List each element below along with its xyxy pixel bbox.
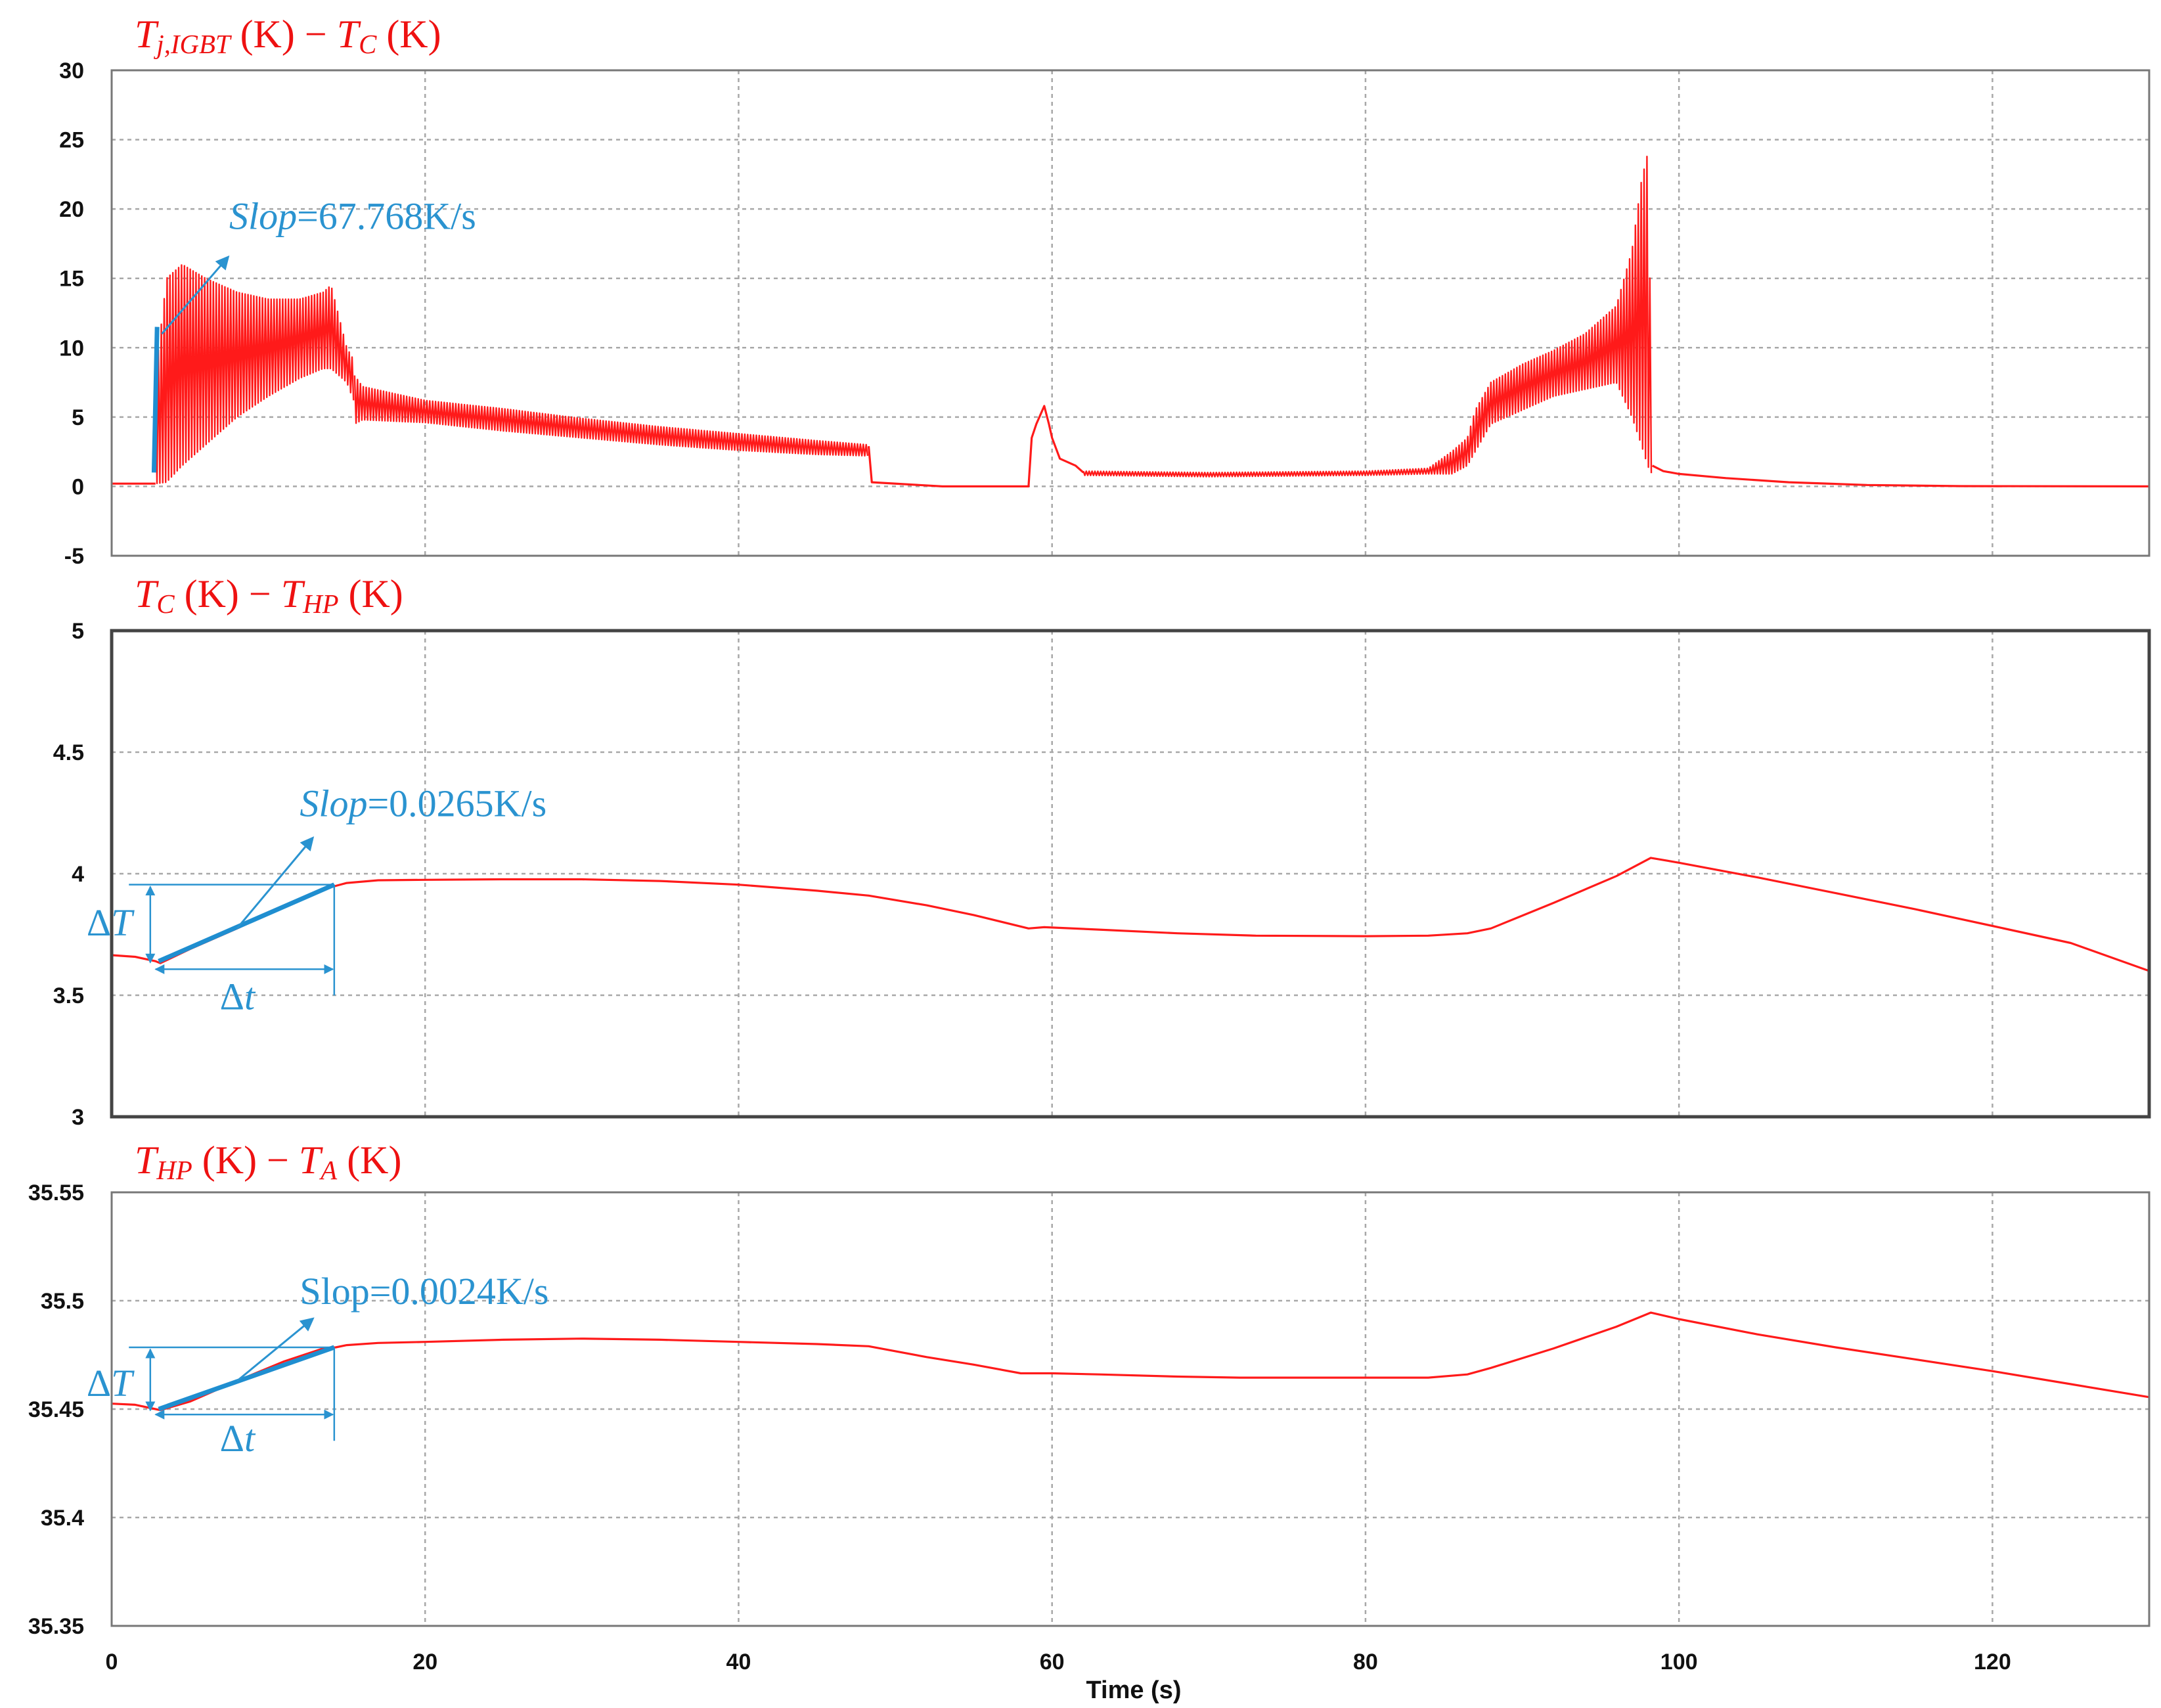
x-tick-label: 80 (1353, 1650, 1378, 1674)
slope-fit-line (158, 882, 336, 964)
slope-arrow (161, 255, 230, 335)
panel-2: 3 3.5 4 4.5 5 TC (K) − THP (K) ΔT Δt Slop=0.0265… (53, 572, 2151, 1130)
y-tick-label: -5 (64, 544, 84, 569)
y-tick-label: 35.55 (28, 1180, 84, 1205)
x-tick-label: 40 (726, 1650, 751, 1674)
series-line (1651, 464, 2150, 487)
y-tick-label: 4.5 (53, 740, 84, 765)
x-tick-label: 60 (1040, 1650, 1065, 1674)
y-tick-label: 35.5 (41, 1289, 84, 1314)
y-tick-label: 3.5 (53, 983, 84, 1008)
plot-frame (110, 69, 2150, 557)
slope-annotation: ΔT Δt Slop=0.0265K/s (87, 782, 546, 1018)
panel-1: -5 0 5 10 15 20 25 30 Tj,IGBT (K) − TC (K) Slop=6… (59, 12, 2150, 569)
delta-T-label: ΔT (87, 901, 135, 944)
x-axis-label: Time (s) (1086, 1676, 1181, 1704)
slope-fit-line (151, 326, 160, 473)
y-tick-label: 25 (59, 128, 84, 153)
x-tick-label: 20 (412, 1650, 437, 1674)
slope-annotation: ΔT Δt Slop=0.0024K/s (87, 1270, 549, 1460)
y-tick-label: 5 (72, 619, 84, 644)
y-tick-label: 0 (72, 474, 84, 499)
panel-title: TC (K) − THP (K) (135, 572, 403, 619)
series-line (867, 405, 1084, 487)
x-tick-label: 0 (106, 1650, 118, 1674)
delta-T-label: ΔT (87, 1362, 135, 1405)
series-line (111, 1311, 2150, 1412)
series-oscillation (353, 375, 869, 457)
x-tick-label: 100 (1660, 1650, 1698, 1674)
series-line (111, 857, 2150, 972)
y-tick-label: 35.4 (41, 1506, 84, 1531)
slope-fit-line (158, 1345, 335, 1412)
y-tick-label: 5 (72, 405, 84, 430)
panel-title: THP (K) − TA (K) (135, 1138, 402, 1185)
slope-arrow (236, 836, 315, 930)
y-tick-label: 4 (72, 862, 84, 887)
slope-label: Slop=0.0265K/s (300, 782, 546, 825)
series-oscillation (1082, 156, 1653, 478)
plot-frame (110, 1191, 2150, 1627)
panel-title: Tj,IGBT (K) − TC (K) (135, 12, 441, 59)
y-tick-label: 35.45 (28, 1397, 84, 1422)
y-tick-label: 30 (59, 58, 84, 83)
slope-label: Slop=0.0024K/s (300, 1270, 548, 1313)
slope-arrow (236, 1317, 315, 1382)
slope-label: Slop=67.768K/s (229, 195, 476, 238)
plot-frame (110, 629, 2151, 1119)
series-oscillation (154, 264, 355, 485)
slope-annotation: Slop=67.768K/s (151, 195, 476, 473)
y-tick-label: 15 (59, 267, 84, 292)
y-tick-label: 20 (59, 197, 84, 222)
y-tick-label: 35.35 (28, 1614, 84, 1639)
x-tick-label: 120 (1974, 1650, 2011, 1674)
panel-3: 35.35 35.4 35.45 35.5 35.55 THP (K) − TA (K) Δ… (28, 1138, 2150, 1704)
y-tick-label: 3 (72, 1105, 84, 1130)
y-tick-label: 10 (59, 336, 84, 361)
delta-t-label: Δt (220, 1417, 256, 1460)
delta-t-label: Δt (220, 976, 256, 1018)
